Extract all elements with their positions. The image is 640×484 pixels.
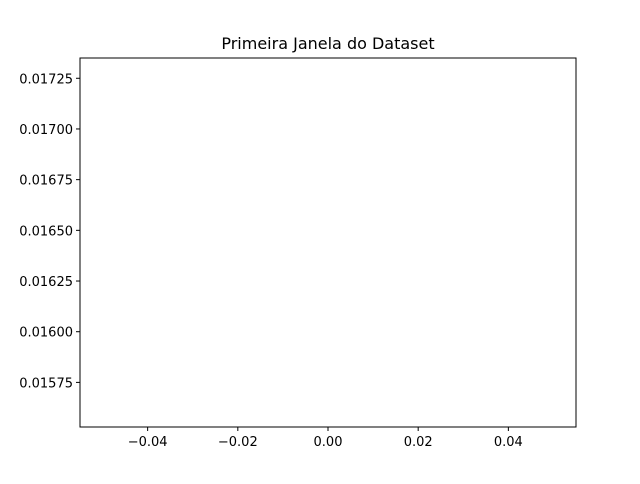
x-tick-label: 0.02 xyxy=(404,435,433,450)
y-tick-label: 0.01575 xyxy=(19,376,73,391)
x-tick-label: 0.04 xyxy=(494,435,523,450)
x-tick-label: 0.00 xyxy=(314,435,343,450)
x-tick-label: −0.04 xyxy=(128,435,168,450)
x-tick-label: −0.02 xyxy=(218,435,258,450)
y-tick-label: 0.01625 xyxy=(19,275,73,290)
y-axis-ticks: 0.01575 0.01600 0.01625 0.01650 0.01675 0.017… xyxy=(19,72,80,391)
chart-title: Primeira Janela do Dataset xyxy=(221,34,434,53)
plot-area-frame xyxy=(79,57,577,428)
x-axis-ticks: −0.04 −0.02 0.00 0.02 0.04 xyxy=(128,427,523,450)
y-tick-label: 0.01675 xyxy=(19,174,73,189)
y-tick-label: 0.01650 xyxy=(19,224,73,239)
y-tick-label: 0.01725 xyxy=(19,72,73,87)
y-tick-label: 0.01700 xyxy=(19,123,73,138)
y-tick-label: 0.01600 xyxy=(19,326,73,341)
